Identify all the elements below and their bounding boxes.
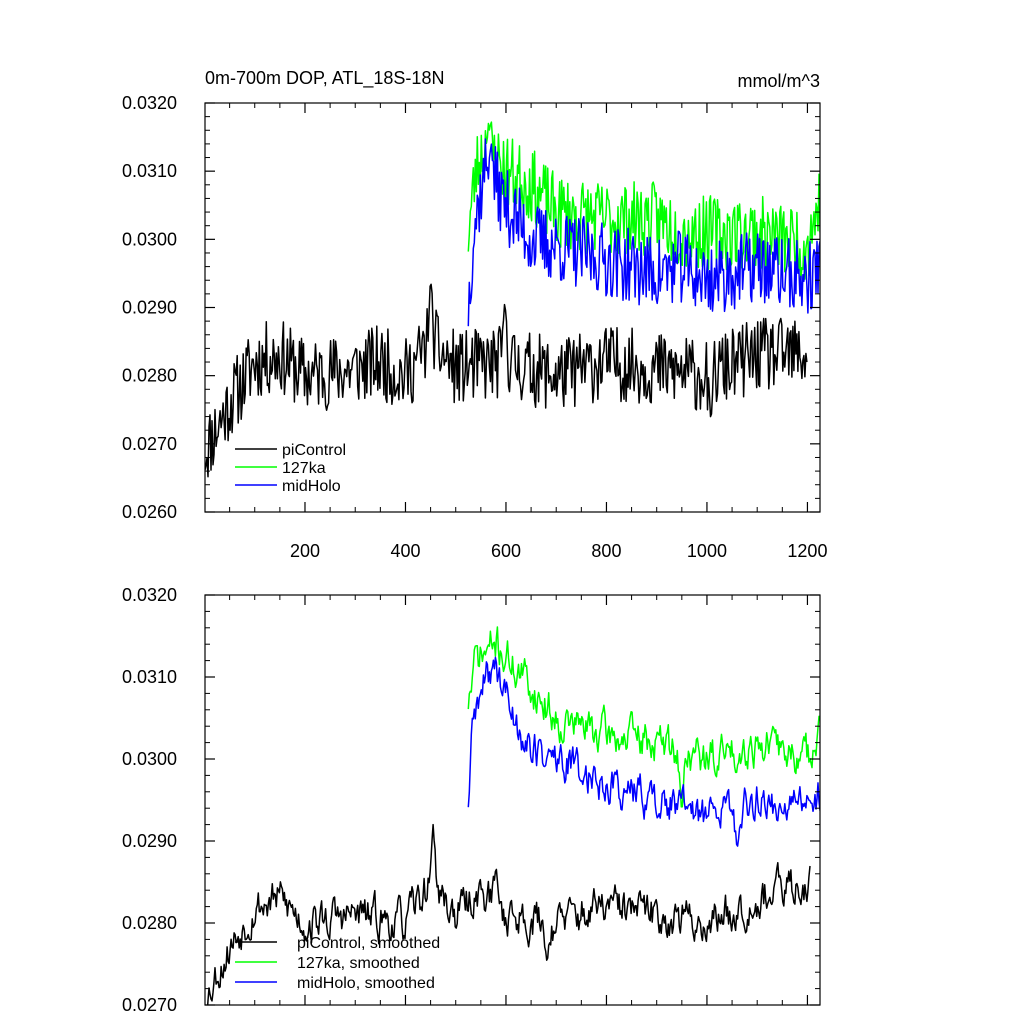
y-tick-label: 0.0320	[122, 585, 177, 605]
series-line-picontrol-smoothed	[205, 823, 811, 1005]
legend-label: 127ka, smoothed	[297, 955, 420, 972]
legend-label: piControl	[282, 442, 346, 459]
plot-frame	[204, 594, 821, 1006]
x-tick-label: 1200	[787, 541, 827, 561]
y-tick-label: 0.0280	[122, 366, 177, 386]
y-tick-label: 0.0290	[122, 298, 177, 318]
series-line-midholo	[467, 138, 820, 327]
legend: piControl, smoothed 127ka, smoothed midHol…	[235, 935, 440, 992]
x-tick-label: 600	[491, 541, 521, 561]
legend-label: midHolo, smoothed	[297, 975, 435, 992]
legend-label: 127ka	[282, 460, 326, 477]
x-tick-label: 800	[591, 541, 621, 561]
units-label: mmol/m^3	[738, 71, 820, 91]
legend-label: midHolo	[282, 478, 341, 495]
x-tick-label: 200	[290, 541, 320, 561]
y-tick-label: 0.0300	[122, 749, 177, 769]
y-tick-label: 0.0320	[122, 93, 177, 113]
series-line-midholo-smoothed	[467, 656, 820, 847]
y-tick-label: 0.0310	[122, 667, 177, 687]
y-tick-label: 0.0310	[122, 161, 177, 181]
x-tick-label: 1000	[687, 541, 727, 561]
legend-label: piControl, smoothed	[297, 935, 440, 952]
series-line-127ka-smoothed	[467, 626, 820, 808]
series-lines	[205, 626, 820, 1005]
y-tick-label: 0.0300	[122, 229, 177, 249]
y-tick-label: 0.0270	[122, 995, 177, 1015]
x-tick-label: 400	[390, 541, 420, 561]
chart-title: 0m-700m DOP, ATL_18S-18N	[205, 68, 444, 89]
series-lines	[205, 121, 820, 478]
y-tick-label: 0.0270	[122, 434, 177, 454]
y-tick-label: 0.0260	[122, 502, 177, 522]
top-panel: 0.0260 0.0270 0.0280 0.0290 0.0300 0.0310 0.03…	[122, 68, 828, 561]
y-tick-label: 0.0280	[122, 913, 177, 933]
y-tick-label: 0.0290	[122, 831, 177, 851]
series-line-picontrol	[205, 283, 808, 478]
bottom-panel: 0.0270 0.0280 0.0290 0.0300 0.0310 0.0320 piCo…	[122, 585, 821, 1015]
